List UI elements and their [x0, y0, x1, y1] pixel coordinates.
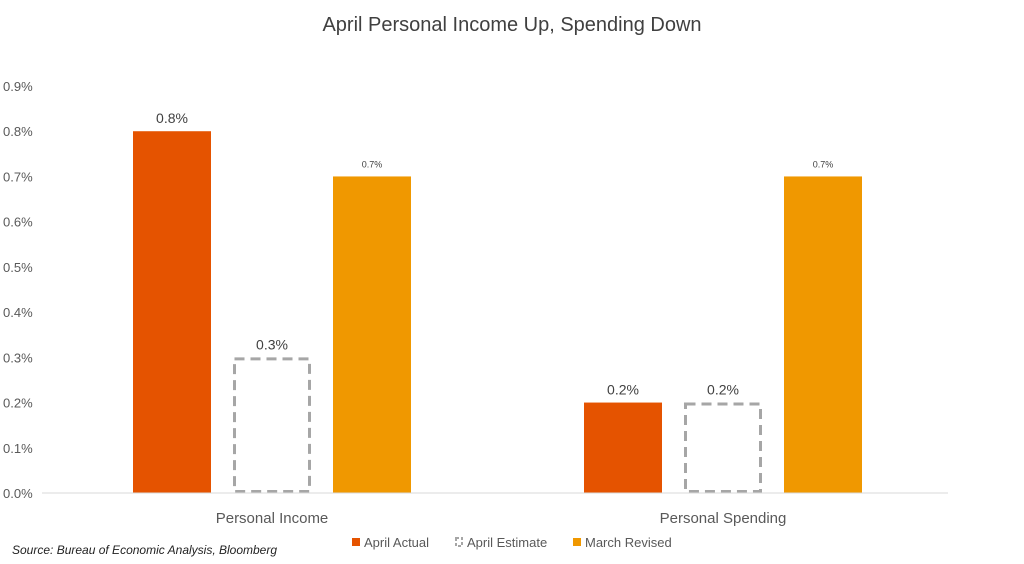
y-tick-label: 0.6% — [3, 215, 33, 230]
x-tick-label: Personal Spending — [660, 510, 787, 527]
bar-march-revised-personal-spending — [784, 176, 862, 493]
y-tick-label: 0.0% — [3, 486, 33, 501]
y-tick-label: 0.3% — [3, 350, 33, 365]
bar-april-estimate-personal-spending — [684, 402, 762, 493]
y-tick-label: 0.5% — [3, 260, 33, 275]
y-tick-label: 0.7% — [3, 169, 33, 184]
legend: April Actual April Estimate March Revised — [352, 535, 672, 550]
bars-layer: 0.8% 0.2% 0.3% 0.2% 0.7% 0.7% — [133, 110, 862, 494]
legend-swatch-april-actual — [352, 538, 360, 546]
bar-april-actual-personal-spending — [584, 402, 662, 493]
data-label-march-revised-personal-income: 0.7% — [362, 159, 383, 169]
y-tick-label: 0.8% — [3, 124, 33, 139]
bar-april-actual-personal-income — [133, 131, 211, 493]
data-label-april-actual-personal-income: 0.8% — [156, 110, 188, 126]
source-note: Source: Bureau of Economic Analysis, Blo… — [12, 543, 278, 557]
legend-label-april-actual: April Actual — [364, 535, 429, 550]
x-tick-label: Personal Income — [216, 510, 329, 527]
data-label-april-actual-personal-spending: 0.2% — [607, 382, 639, 398]
y-tick-label: 0.2% — [3, 396, 33, 411]
y-axis: 0.0% 0.1% 0.2% 0.3% 0.4% 0.5% 0.6% 0.7% 0.8% 0.9% — [3, 79, 33, 501]
legend-label-april-estimate: April Estimate — [467, 535, 547, 550]
y-tick-label: 0.1% — [3, 441, 33, 456]
data-label-april-estimate-personal-income: 0.3% — [256, 336, 288, 352]
y-tick-label: 0.4% — [3, 305, 33, 320]
bar-april-estimate-personal-income — [233, 357, 311, 494]
data-label-march-revised-personal-spending: 0.7% — [813, 159, 834, 169]
chart-title: April Personal Income Up, Spending Down — [322, 14, 701, 36]
legend-swatch-april-estimate — [455, 537, 463, 547]
data-label-april-estimate-personal-spending: 0.2% — [707, 382, 739, 398]
legend-swatch-march-revised — [573, 538, 581, 546]
x-axis: Personal Income Personal Spending — [42, 492, 948, 527]
y-tick-label: 0.9% — [3, 79, 33, 94]
bar-march-revised-personal-income — [333, 176, 411, 493]
legend-label-march-revised: March Revised — [585, 535, 672, 550]
